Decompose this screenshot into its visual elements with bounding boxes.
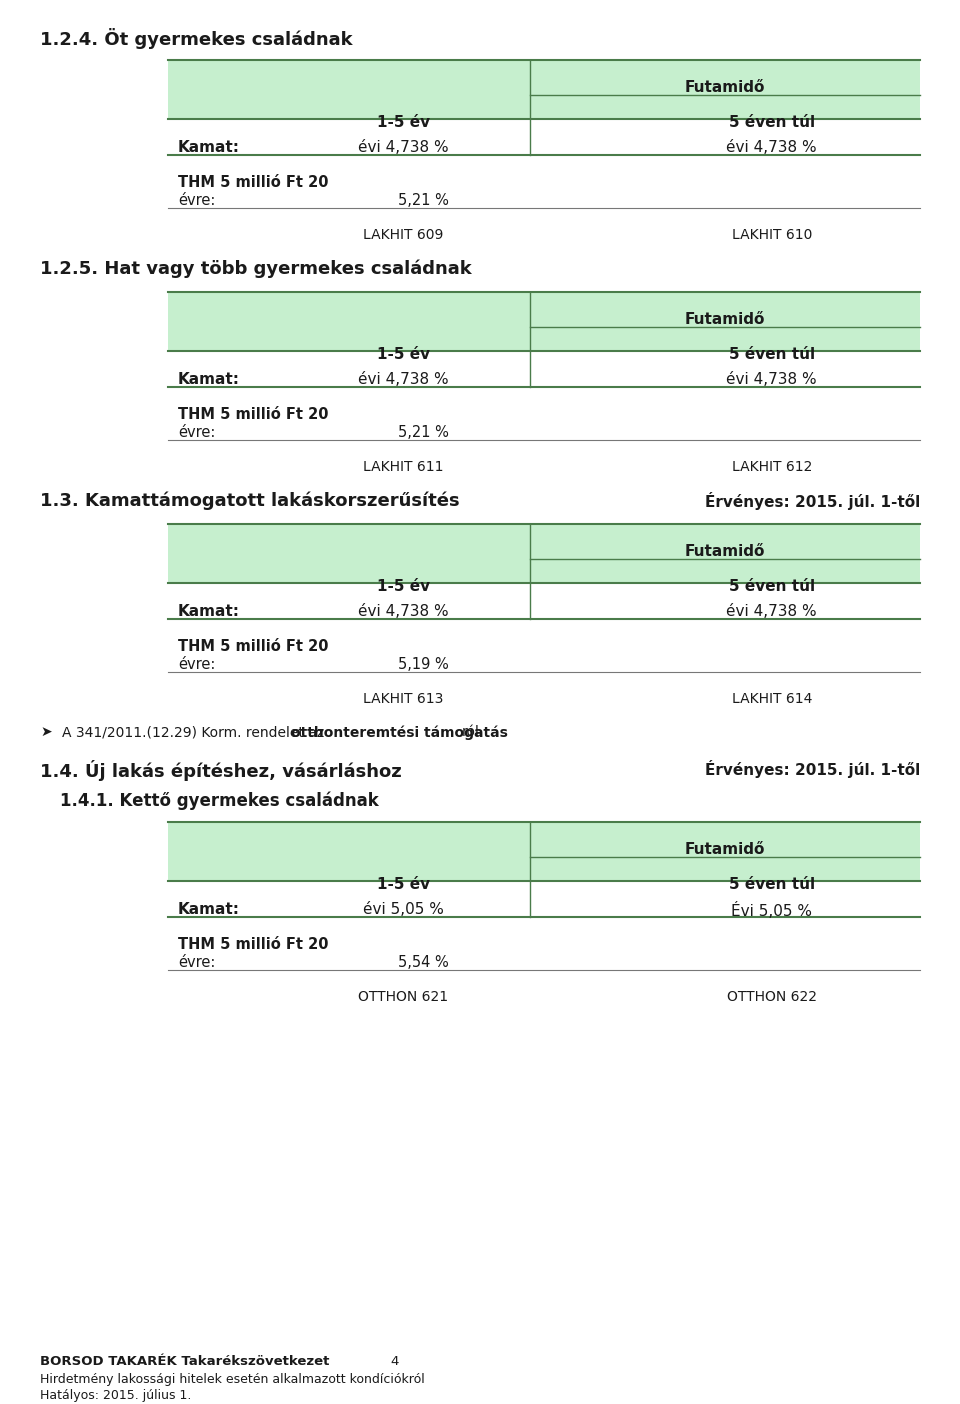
- Text: Kamat:: Kamat:: [178, 140, 240, 154]
- Text: LAKHIT 611: LAKHIT 611: [363, 461, 444, 475]
- Text: BORSOD TAKARÉK Takarékszövetkezet: BORSOD TAKARÉK Takarékszövetkezet: [40, 1355, 329, 1367]
- Text: 1.2.4. Öt gyermekes családnak: 1.2.4. Öt gyermekes családnak: [40, 28, 352, 49]
- Text: THM 5 millió Ft 20: THM 5 millió Ft 20: [178, 639, 328, 654]
- Text: 5 éven túl: 5 éven túl: [729, 578, 815, 594]
- Text: LAKHIT 610: LAKHIT 610: [732, 227, 812, 241]
- Text: Kamat:: Kamat:: [178, 901, 240, 917]
- Text: Futamidő: Futamidő: [684, 80, 765, 95]
- Text: Évi 5,05 %: Évi 5,05 %: [732, 901, 812, 920]
- Text: 1-5 év: 1-5 év: [376, 347, 430, 362]
- Text: LAKHIT 609: LAKHIT 609: [363, 227, 444, 241]
- Text: 5,19 %: 5,19 %: [398, 657, 448, 673]
- Text: évi 4,738 %: évi 4,738 %: [727, 372, 817, 388]
- Text: ➤: ➤: [40, 724, 52, 739]
- Text: LAKHIT 612: LAKHIT 612: [732, 461, 812, 475]
- Text: otthonteremtési támogatás: otthonteremtési támogatás: [292, 724, 508, 740]
- Text: évre:: évre:: [178, 425, 215, 439]
- Text: 1-5 év: 1-5 év: [376, 578, 430, 594]
- Text: 5,21 %: 5,21 %: [397, 192, 448, 208]
- Text: Érvényes: 2015. júl. 1-től: Érvényes: 2015. júl. 1-től: [705, 491, 920, 510]
- Text: 1.3. Kamattámogatott lakáskorszerűsítés: 1.3. Kamattámogatott lakáskorszerűsítés: [40, 491, 460, 511]
- Text: Kamat:: Kamat:: [178, 372, 240, 388]
- Bar: [168, 292, 920, 351]
- Bar: [168, 821, 920, 880]
- Text: évre:: évre:: [178, 955, 215, 970]
- Text: évi 4,738 %: évi 4,738 %: [727, 604, 817, 619]
- Text: 5 éven túl: 5 éven túl: [729, 347, 815, 362]
- Bar: [168, 60, 920, 119]
- Text: ról.: ról.: [462, 724, 484, 739]
- Bar: [168, 524, 920, 583]
- Text: OTTHON 622: OTTHON 622: [727, 990, 817, 1004]
- Text: évre:: évre:: [178, 657, 215, 673]
- Text: Futamidő: Futamidő: [684, 543, 765, 559]
- Text: 1.4.1. Kettő gyermekes családnak: 1.4.1. Kettő gyermekes családnak: [60, 792, 379, 810]
- Text: 1-5 év: 1-5 év: [376, 115, 430, 131]
- Text: Érvényes: 2015. júl. 1-től: Érvényes: 2015. júl. 1-től: [705, 760, 920, 778]
- Text: 1-5 év: 1-5 év: [376, 878, 430, 892]
- Text: THM 5 millió Ft 20: THM 5 millió Ft 20: [178, 407, 328, 423]
- Text: LAKHIT 614: LAKHIT 614: [732, 692, 812, 706]
- Text: évi 4,738 %: évi 4,738 %: [358, 604, 448, 619]
- Text: Kamat:: Kamat:: [178, 604, 240, 619]
- Text: Hirdetmény lakossági hitelek esetén alkalmazott kondíciókról: Hirdetmény lakossági hitelek esetén alka…: [40, 1373, 424, 1386]
- Text: A 341/2011.(12.29) Korm. rendelet az: A 341/2011.(12.29) Korm. rendelet az: [62, 724, 328, 739]
- Text: évre:: évre:: [178, 192, 215, 208]
- Text: Futamidő: Futamidő: [684, 842, 765, 856]
- Text: 5,21 %: 5,21 %: [397, 425, 448, 439]
- Text: LAKHIT 613: LAKHIT 613: [363, 692, 444, 706]
- Text: 1.4. Új lakás építéshez, vásárláshoz: 1.4. Új lakás építéshez, vásárláshoz: [40, 760, 401, 781]
- Text: évi 4,738 %: évi 4,738 %: [358, 140, 448, 154]
- Text: 1.2.5. Hat vagy több gyermekes családnak: 1.2.5. Hat vagy több gyermekes családnak: [40, 260, 471, 278]
- Text: THM 5 millió Ft 20: THM 5 millió Ft 20: [178, 176, 328, 190]
- Text: OTTHON 621: OTTHON 621: [358, 990, 448, 1004]
- Text: THM 5 millió Ft 20: THM 5 millió Ft 20: [178, 936, 328, 952]
- Text: évi 4,738 %: évi 4,738 %: [727, 140, 817, 154]
- Text: évi 4,738 %: évi 4,738 %: [358, 372, 448, 388]
- Text: 5 éven túl: 5 éven túl: [729, 115, 815, 131]
- Text: évi 5,05 %: évi 5,05 %: [363, 901, 444, 917]
- Text: Futamidő: Futamidő: [684, 312, 765, 327]
- Text: 5 éven túl: 5 éven túl: [729, 878, 815, 892]
- Text: Hatályos: 2015. július 1.: Hatályos: 2015. július 1.: [40, 1389, 191, 1403]
- Text: 4: 4: [390, 1355, 398, 1367]
- Text: 5,54 %: 5,54 %: [398, 955, 448, 970]
